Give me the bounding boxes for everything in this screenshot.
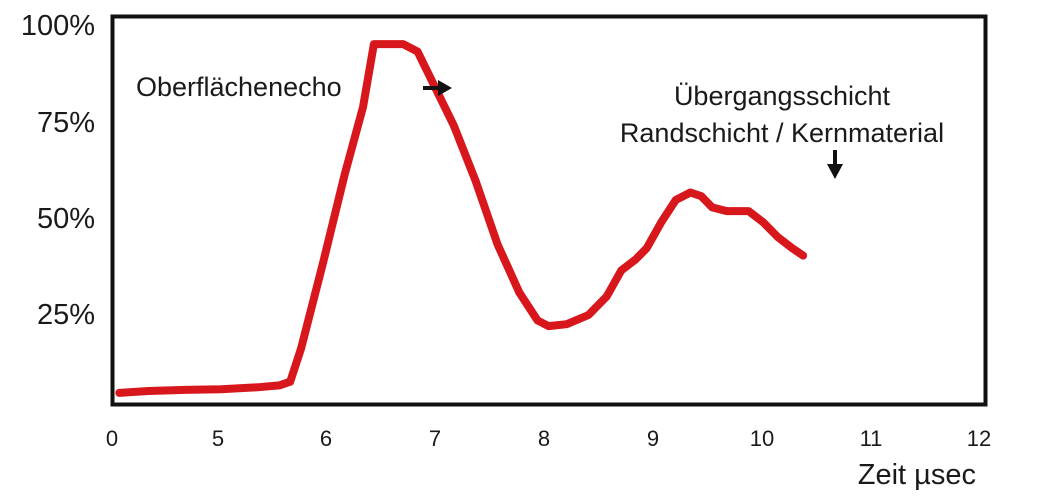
annotation-edge-core: Randschicht / Kernmaterial — [620, 118, 944, 148]
x-axis-label: Zeit µsec — [858, 459, 976, 491]
y-tick-label-25: 25% — [37, 299, 95, 331]
y-tick-label-50: 50% — [37, 203, 95, 235]
transition-arrow-icon — [827, 150, 843, 179]
plot-frame — [110, 14, 988, 407]
x-tick-label-7: 7 — [429, 426, 441, 451]
annotation-surface-echo: Oberflächenecho — [136, 72, 342, 102]
x-tick-label-5: 5 — [212, 426, 224, 451]
x-tick-labels: 0 5 6 7 8 9 10 11 12 — [106, 426, 991, 451]
surface-echo-arrow-icon — [423, 80, 452, 96]
y-tick-labels: 25% 50% 75% 100% — [21, 10, 95, 331]
x-tick-label-0: 0 — [106, 426, 118, 451]
y-tick-label-75: 75% — [37, 107, 95, 139]
series-line-echo-amplitude — [115, 40, 808, 397]
x-tick-label-10: 10 — [750, 426, 774, 451]
x-tick-label-9: 9 — [647, 426, 659, 451]
annotation-transition-layer: Übergangsschicht — [674, 81, 891, 111]
x-tick-label-6: 6 — [320, 426, 332, 451]
x-tick-label-12: 12 — [967, 426, 991, 451]
y-tick-label-100: 100% — [21, 10, 95, 42]
x-tick-label-11: 11 — [860, 426, 883, 451]
x-tick-label-8: 8 — [538, 426, 550, 451]
